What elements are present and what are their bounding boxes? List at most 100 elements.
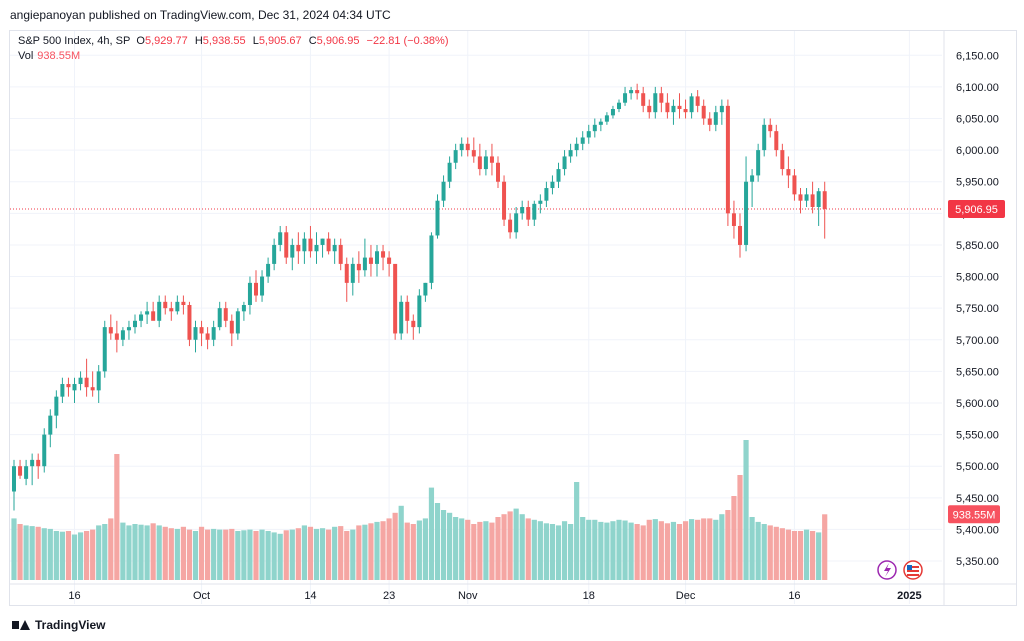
volume-bar (592, 519, 598, 580)
last-volume-label: 938.55M (953, 509, 996, 521)
volume-bar (549, 524, 556, 580)
candle-body (54, 396, 59, 416)
candle-body (725, 105, 730, 214)
volume-bar (90, 529, 96, 580)
candle-body (241, 305, 246, 312)
candle-body (514, 213, 519, 233)
candle-body (18, 466, 23, 476)
volume-bar (350, 529, 356, 580)
candle-body (671, 105, 676, 113)
volume-bar (422, 518, 428, 580)
candle-body (471, 150, 476, 157)
candle-body (96, 371, 101, 391)
y-tick-label: 5,850.00 (956, 240, 999, 252)
flag-icon-stripe (907, 574, 919, 576)
volume-bar (132, 524, 138, 580)
candle-body (193, 327, 198, 340)
volume-bar (803, 529, 810, 580)
volume-bar (205, 529, 211, 580)
volume-bar (59, 531, 65, 580)
volume-bar (459, 518, 465, 580)
volume-bar (465, 519, 471, 580)
flag-icon-stripe (907, 570, 919, 572)
x-tick-label: 16 (788, 590, 800, 602)
volume-bar (84, 531, 90, 580)
volume-bar (701, 518, 707, 580)
volume-bar (277, 533, 283, 580)
y-tick-label: 5,800.00 (956, 272, 999, 284)
candle-body (550, 181, 555, 189)
candle-body (320, 238, 325, 245)
candle-body (604, 115, 609, 122)
volume-bar (537, 521, 543, 580)
volume-bar (737, 475, 743, 580)
volume-bar (543, 523, 549, 580)
candle-body (738, 225, 742, 245)
candle-body (629, 90, 634, 94)
volume-bar (749, 517, 755, 580)
volume-bar (707, 518, 713, 580)
candle-body (411, 320, 416, 328)
volume-bar (489, 522, 495, 580)
candle-body (36, 459, 41, 467)
volume-bar (664, 523, 670, 580)
y-tick-label: 6,000.00 (956, 145, 999, 157)
y-tick-label: 5,650.00 (956, 366, 999, 378)
candle-body (810, 194, 815, 208)
candle-body (502, 181, 507, 220)
candle-body (139, 314, 144, 321)
volume-bar (168, 528, 174, 580)
close-value: 5,906.95 (316, 35, 360, 47)
change-value: −22.81 (−0.38%) (366, 35, 449, 47)
volume-bar (259, 529, 265, 580)
candle-body (78, 377, 83, 385)
volume-bar (501, 514, 507, 580)
volume-bar (344, 531, 350, 580)
volume-bar (326, 529, 332, 580)
volume-line: Vol 938.55M (18, 49, 449, 64)
volume-bar (332, 526, 338, 580)
volume-bar (731, 496, 737, 580)
x-tick-label: 16 (68, 590, 80, 602)
close-label: C (308, 35, 317, 47)
candle-body (199, 327, 204, 334)
x-tick-label: Oct (193, 590, 210, 602)
volume-bar (670, 521, 677, 580)
volume-bar (682, 521, 689, 580)
candle-body (695, 96, 700, 106)
candle-body (756, 150, 761, 176)
candle-body (260, 276, 265, 296)
candle-body (12, 466, 16, 492)
candle-body (586, 131, 591, 138)
volume-bar (120, 522, 126, 580)
candle-body (417, 295, 422, 328)
candle-body (108, 327, 113, 334)
candle-body (689, 96, 694, 113)
candle-body (302, 238, 307, 252)
volume-bar (622, 520, 628, 580)
candle-body (84, 377, 89, 388)
candle-body (744, 181, 749, 245)
symbol-title[interactable]: S&P 500 Index, 4h, SP (18, 35, 131, 47)
volume-bar (434, 503, 441, 580)
volume-bar (676, 524, 683, 580)
volume-bar (29, 526, 35, 580)
candle-body (641, 93, 646, 106)
volume-bar (338, 526, 344, 580)
volume-bar (713, 519, 719, 580)
volume-bar (634, 524, 640, 580)
candle-body (163, 301, 168, 309)
candle-body (447, 162, 452, 182)
volume-bar (65, 531, 72, 580)
volume-bar (410, 524, 416, 580)
volume-bar (47, 528, 53, 580)
candle-body (235, 311, 240, 334)
candle-body (48, 415, 53, 435)
candle-body (223, 308, 228, 321)
volume-bar (174, 528, 180, 580)
candle-body (520, 207, 525, 214)
candle-body (42, 434, 47, 467)
volume-bar (211, 528, 217, 580)
volume-bar (755, 521, 761, 580)
